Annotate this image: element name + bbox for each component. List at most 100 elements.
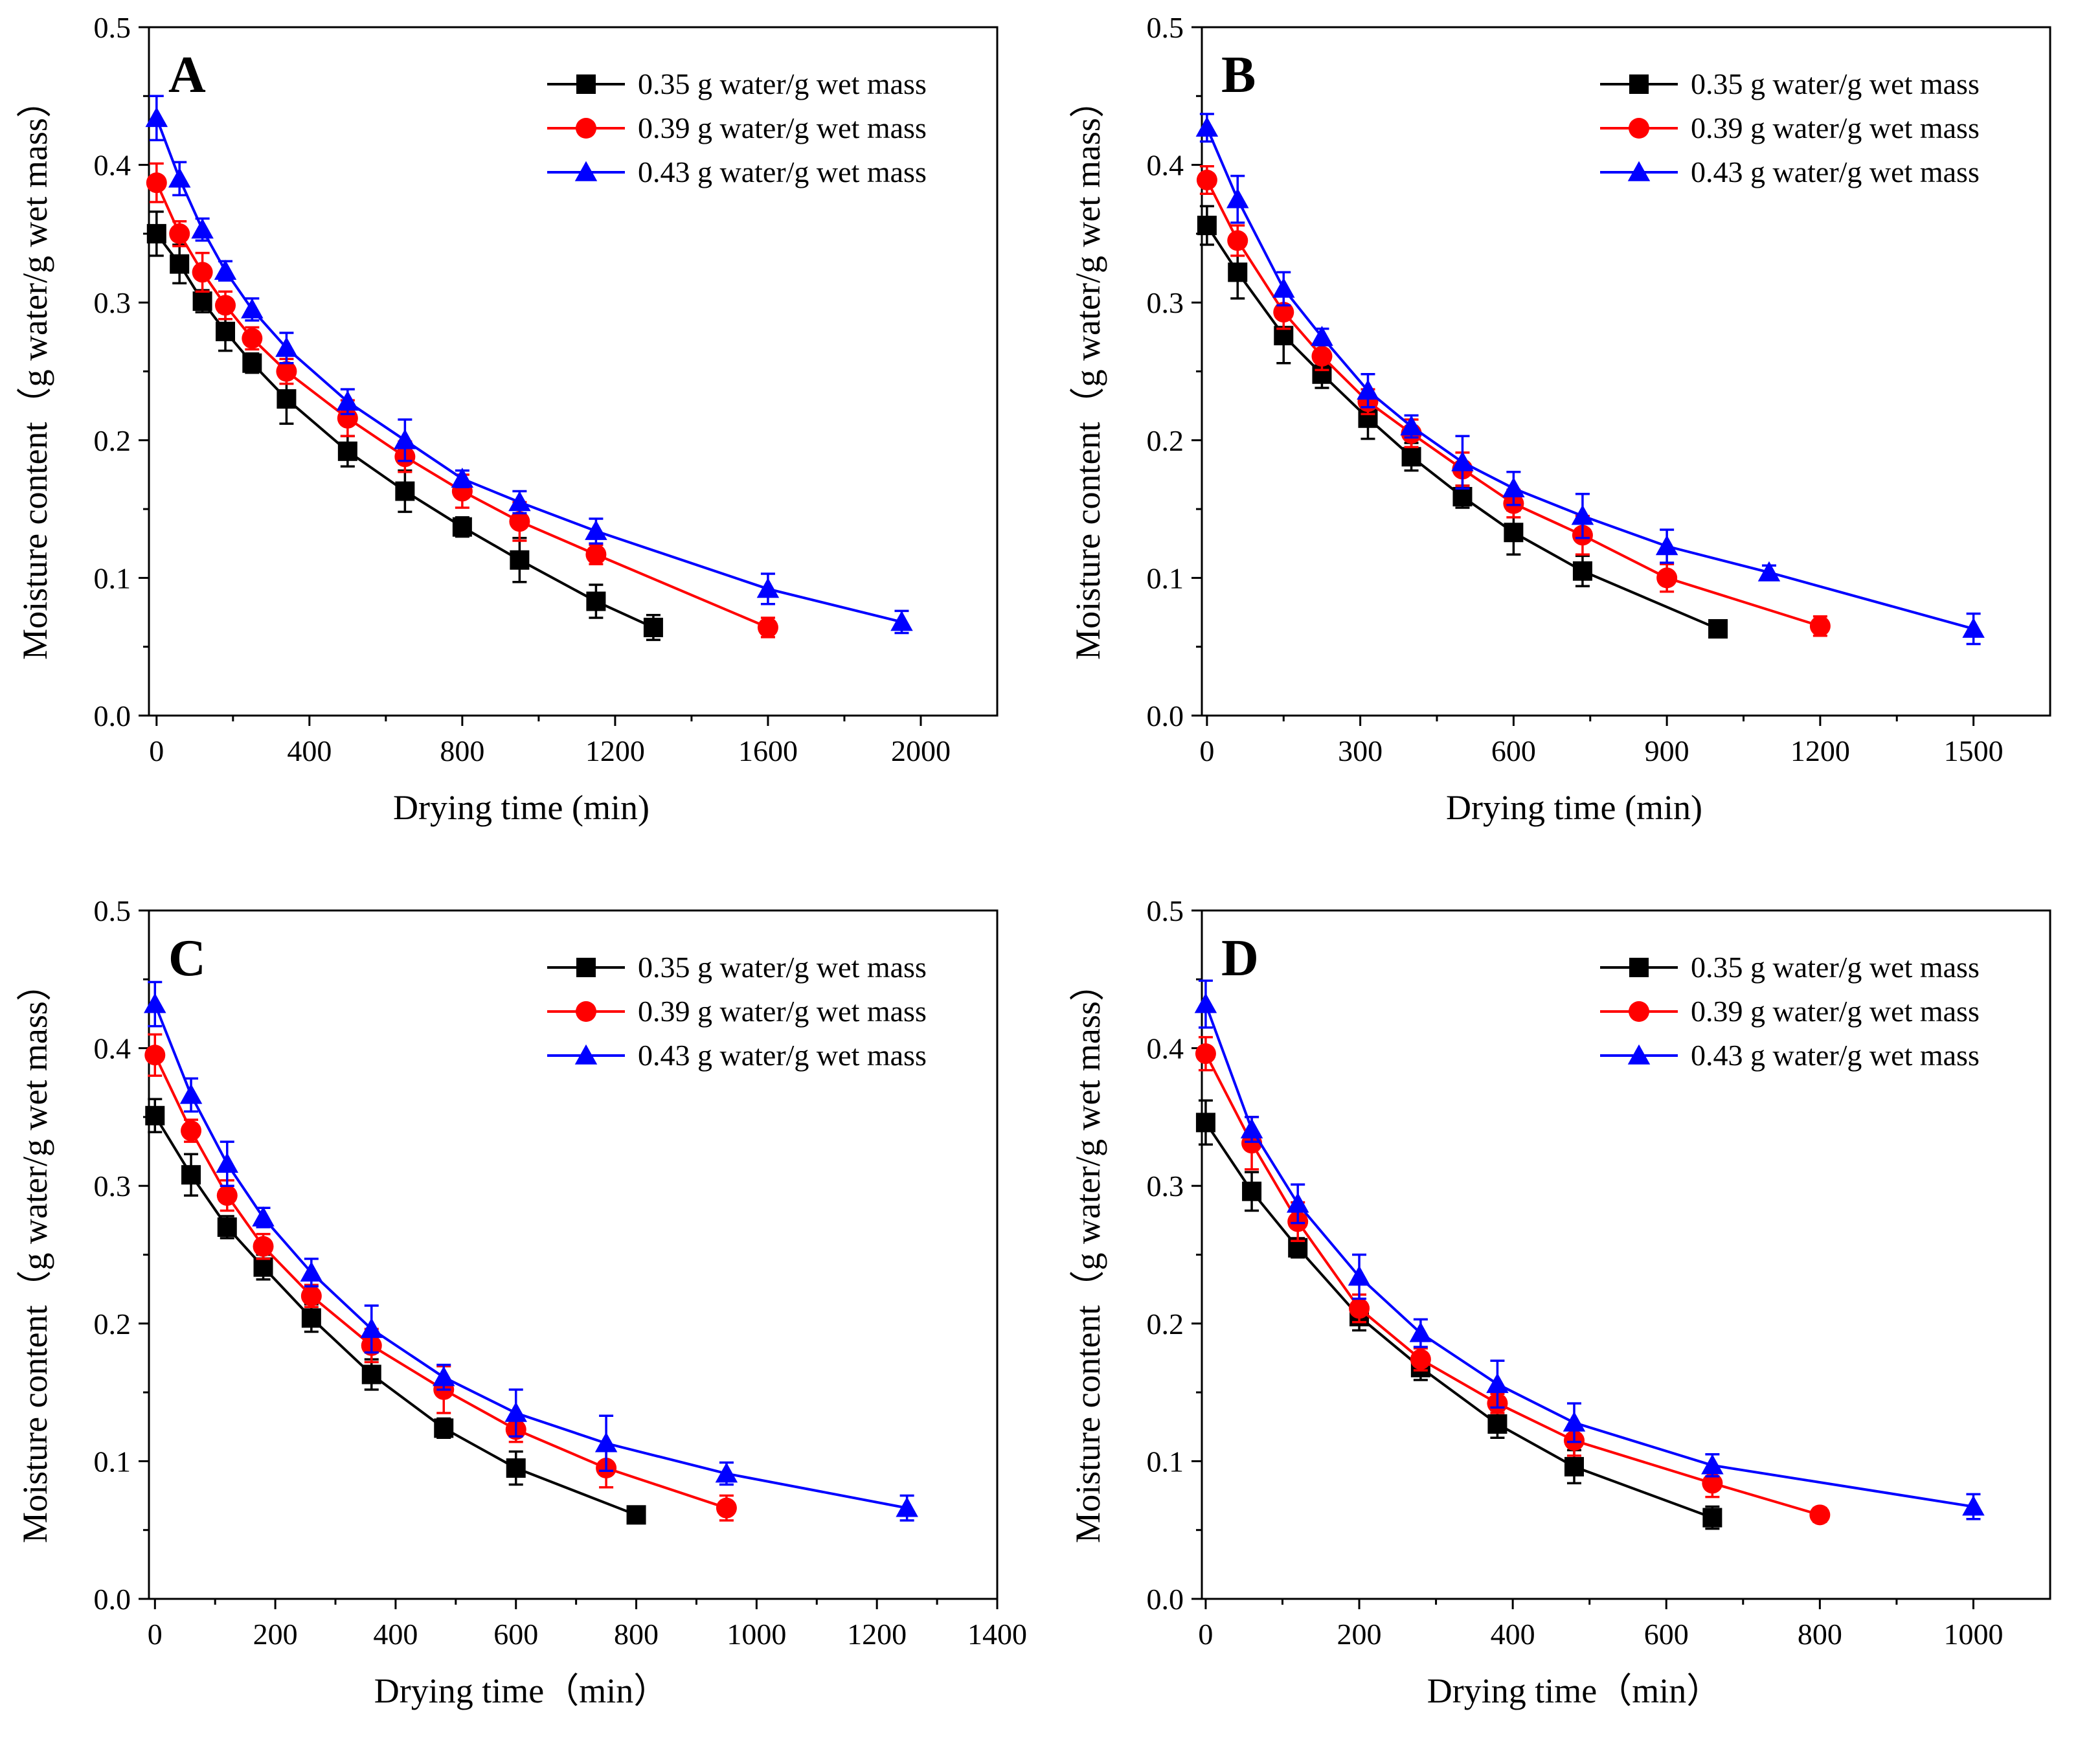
- x-tick-label-2-3: 600: [493, 1618, 538, 1651]
- chart-d-svg: 0 200 400 600 800 1000 0.0 0.1 0.2 0.3 0.4 0.5 Dryin…: [1068, 894, 2051, 1710]
- data-point-0-2-8: [451, 468, 474, 488]
- data-point-2-0-3: [253, 1257, 273, 1277]
- legend-label-3-2: 0.43 g water/g wet mass: [1691, 1039, 1980, 1072]
- series-2-2: [144, 980, 918, 1522]
- data-point-2-2-3: [252, 1206, 275, 1227]
- series-1-2: [1195, 113, 1985, 646]
- legend-label-3-0: 0.35 g water/g wet mass: [1691, 951, 1980, 984]
- y-tick-label-3-2: 0.2: [1147, 1307, 1184, 1340]
- data-point-2-0-2: [217, 1217, 237, 1237]
- data-point-1-2-2: [1272, 277, 1295, 298]
- legend-label-2-2: 0.43 g water/g wet mass: [638, 1039, 927, 1072]
- y-tick-label-1-1: 0.1: [1147, 561, 1184, 594]
- data-point-3-2-7: [1701, 1454, 1724, 1475]
- data-point-2-2-6: [432, 1366, 455, 1386]
- data-point-0-1-2: [192, 262, 213, 283]
- x-axis-title-1: Drying time (min): [1446, 788, 1702, 827]
- legend-3: 0.35 g water/g wet mass 0.39 g water/g we…: [1600, 951, 1980, 1072]
- data-point-1-1-3: [1311, 346, 1333, 367]
- data-point-1-1-0: [1196, 169, 1217, 190]
- data-point-0-2-1: [168, 167, 191, 188]
- data-point-0-2-7: [394, 429, 416, 449]
- data-point-3-1-0: [1195, 1043, 1216, 1065]
- chart-panel-d: 0 200 400 600 800 1000 0.0 0.1 0.2 0.3 0.4 0.5 Dryin…: [1059, 890, 2083, 1758]
- x-tick-label-1-4: 1200: [1790, 734, 1850, 767]
- chart-b-svg: 0 300 600 900 1200 1500 0.0 0.1 0.2 0.3 0.4 0.5 Dryi…: [1068, 11, 2051, 827]
- y-tick-label-2-1: 0.1: [94, 1445, 131, 1478]
- data-point-2-2-7: [504, 1401, 527, 1422]
- y-tick-label-2-2: 0.2: [94, 1307, 131, 1340]
- data-point-0-0-8: [452, 517, 472, 537]
- series-line-2-2: [153, 1003, 908, 1510]
- data-point-3-0-5: [1487, 1414, 1507, 1434]
- y-tick-label-1-5: 0.5: [1147, 11, 1184, 44]
- x-tick-label-0-2: 800: [440, 734, 484, 767]
- data-point-1-2-11: [1962, 617, 1985, 638]
- legend-label-1-2: 0.43 g water/g wet mass: [1691, 155, 1980, 188]
- legend-marker-0-1: [576, 118, 596, 139]
- series-1-1: [1196, 164, 1831, 637]
- data-point-3-1-4: [1410, 1349, 1431, 1370]
- data-point-1-2-3: [1311, 326, 1333, 346]
- series-line-0-2: [155, 117, 902, 624]
- y-tick-label-3-3: 0.3: [1147, 1170, 1184, 1203]
- data-point-0-1-9: [509, 511, 530, 532]
- y-axis-title-3: Moisture content（g water/g wet mass）: [1068, 966, 1107, 1543]
- y-tick-label-3-0: 0.0: [1147, 1583, 1184, 1616]
- x-tick-label-3-2: 400: [1491, 1618, 1535, 1651]
- x-tick-label-0-3: 1200: [585, 734, 645, 767]
- data-point-0-2-6: [336, 390, 359, 411]
- x-tick-label-2-7: 1400: [967, 1618, 1027, 1651]
- data-point-0-0-5: [277, 389, 297, 409]
- data-point-1-0-0: [1197, 216, 1217, 236]
- data-point-1-2-10: [1757, 561, 1781, 582]
- data-point-1-2-0: [1195, 116, 1219, 137]
- data-point-0-2-2: [191, 218, 214, 239]
- x-tick-label-3-1: 200: [1337, 1618, 1382, 1651]
- legend-marker-1-1: [1629, 118, 1649, 139]
- data-point-1-2-7: [1502, 477, 1525, 498]
- data-point-3-1-3: [1349, 1298, 1370, 1319]
- y-axis-title-1: Moisture content（g water/g wet mass）: [1068, 83, 1107, 660]
- data-point-3-2-8: [1962, 1495, 1985, 1516]
- legend-marker-3-1: [1629, 1001, 1649, 1022]
- data-point-0-1-4: [242, 328, 263, 349]
- data-point-2-1-9: [716, 1497, 737, 1519]
- series-line-1-2: [1206, 127, 1974, 630]
- panel-label-2: C: [168, 930, 206, 987]
- legend-2: 0.35 g water/g wet mass 0.39 g water/g we…: [547, 951, 927, 1072]
- y-axis-title-0: Moisture content（g water/g wet mass）: [16, 83, 54, 660]
- data-point-0-2-12: [890, 611, 913, 631]
- data-point-2-0-4: [301, 1308, 321, 1328]
- series-line-1-1: [1206, 179, 1821, 628]
- data-point-0-2-5: [275, 337, 298, 357]
- data-point-2-0-5: [361, 1364, 381, 1385]
- legend-marker-1-0: [1629, 74, 1649, 94]
- data-point-1-2-4: [1357, 379, 1379, 400]
- data-point-0-1-5: [276, 361, 297, 382]
- x-tick-label-1-0: 0: [1199, 734, 1214, 767]
- series-3-2: [1194, 979, 1985, 1521]
- data-point-0-0-2: [192, 291, 212, 311]
- x-axis-title-3: Drying time（min）: [1427, 1671, 1721, 1710]
- y-tick-label-0-0: 0.0: [94, 699, 131, 732]
- chart-a-svg: 0 400 800 1200 1600 2000 0.0 0.1 0.2 0.3 0.4 0.5 Dry…: [16, 11, 999, 827]
- data-point-0-1-3: [215, 295, 236, 316]
- data-point-0-1-11: [757, 616, 778, 638]
- chart-c-svg: 0 200 400 600 800 1000 1200 1400 0.0 0.1 0.2 0.3 0.4…: [16, 894, 1027, 1710]
- data-point-3-1-7: [1702, 1473, 1723, 1494]
- y-tick-label-0-3: 0.3: [94, 286, 131, 319]
- data-point-2-2-9: [715, 1462, 738, 1483]
- data-point-2-2-4: [300, 1261, 323, 1282]
- legend-1: 0.35 g water/g wet mass 0.39 g water/g we…: [1600, 67, 1980, 188]
- data-point-2-2-1: [179, 1083, 203, 1104]
- data-point-1-0-1: [1228, 262, 1248, 282]
- series-0-2: [145, 95, 913, 635]
- data-point-0-2-11: [756, 578, 780, 598]
- legend-marker-2-1: [576, 1001, 596, 1022]
- data-point-0-1-10: [585, 544, 607, 565]
- data-point-3-0-6: [1564, 1456, 1584, 1476]
- x-tick-label-2-2: 400: [373, 1618, 418, 1651]
- data-point-2-1-0: [144, 1045, 166, 1066]
- data-point-0-2-0: [145, 107, 168, 128]
